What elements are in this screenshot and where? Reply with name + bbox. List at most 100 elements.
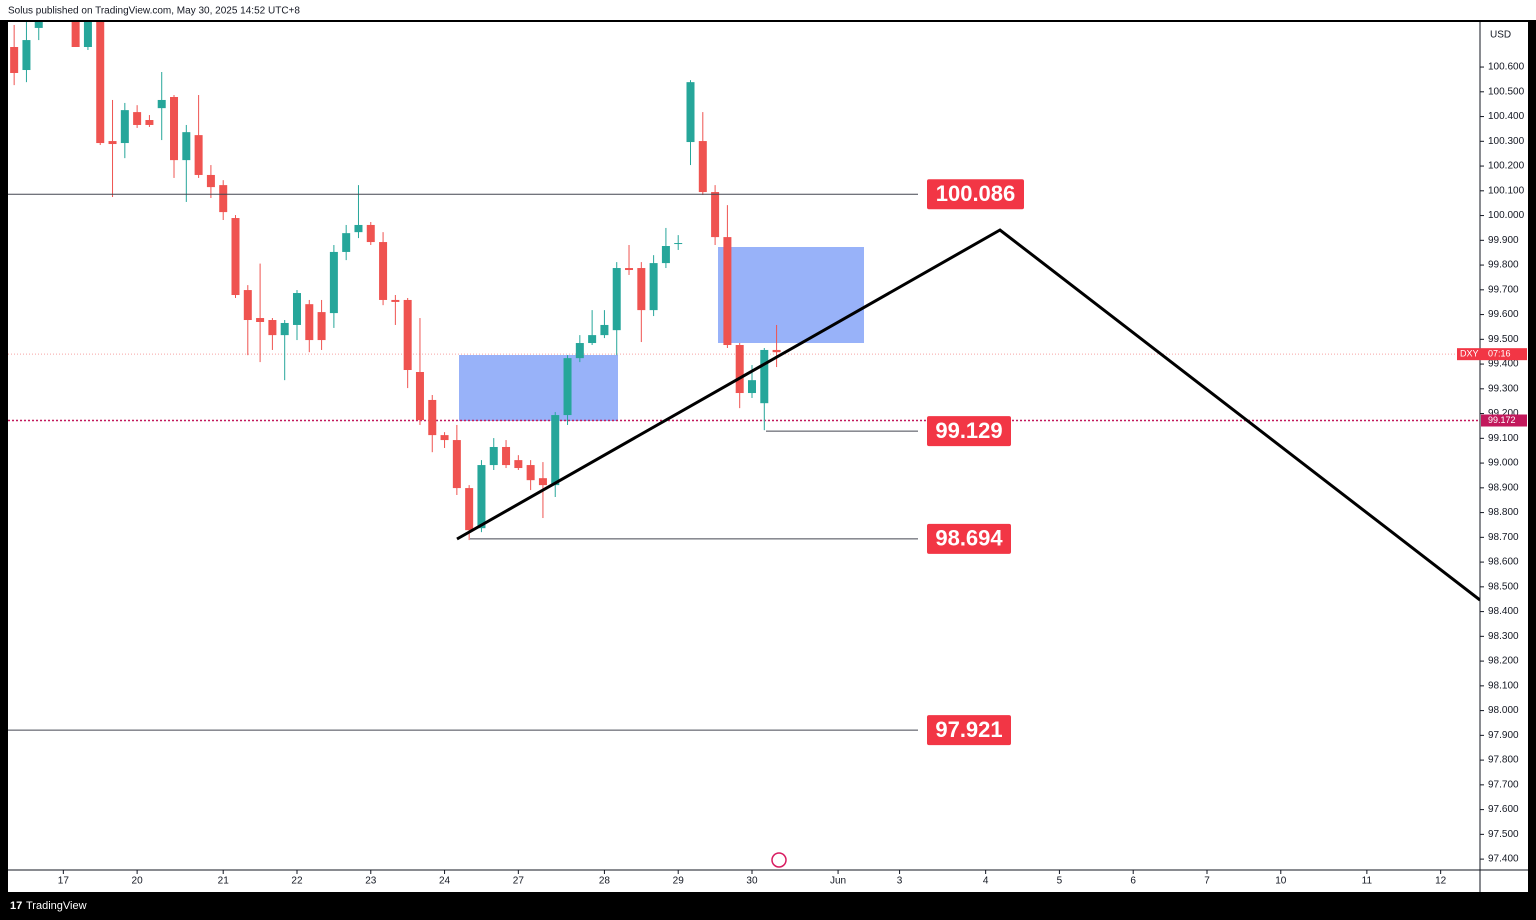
x-tick-label: 30 — [746, 876, 758, 887]
candle-body — [108, 141, 117, 145]
candle-body — [551, 415, 560, 486]
y-tick-label: 98.600 — [1488, 557, 1519, 568]
candle-body — [379, 242, 388, 300]
y-tick-label: 100.300 — [1488, 136, 1525, 147]
header-bar — [0, 0, 1536, 20]
candle-body — [415, 371, 424, 421]
candle-body — [625, 268, 634, 271]
level-label: 98.694 — [935, 526, 1003, 551]
y-tick-label: 100.200 — [1488, 161, 1525, 172]
candle-body — [366, 224, 375, 243]
candle-body — [403, 299, 412, 371]
candle-body — [674, 243, 683, 245]
y-tick-label: 100.600 — [1488, 62, 1525, 73]
candle-body — [428, 399, 437, 436]
candle-body — [698, 141, 707, 193]
candle-body — [268, 320, 277, 336]
countdown-badge: 07:16 — [1488, 349, 1511, 359]
candle-body — [145, 120, 154, 125]
header-text: Solus published on TradingView.com, May … — [8, 6, 300, 17]
y-tick-label: 97.500 — [1488, 829, 1519, 840]
candle-body — [317, 312, 326, 341]
candle-body — [723, 237, 732, 346]
y-tick-label: 99.100 — [1488, 433, 1519, 444]
candle-body — [133, 112, 142, 125]
y-tick-label: 98.400 — [1488, 606, 1519, 617]
drawings — [456, 228, 1480, 602]
candle-body — [575, 343, 584, 359]
candle-body — [637, 268, 646, 311]
candle-body — [280, 322, 289, 336]
level-label-bg — [927, 416, 1011, 447]
level-label-bg — [927, 715, 1011, 746]
supply-zone — [718, 247, 864, 343]
candle-body — [83, 22, 92, 47]
y-tick-label: 97.800 — [1488, 755, 1519, 766]
level-label: 97.921 — [935, 717, 1002, 742]
x-tick-label: 28 — [599, 876, 611, 887]
candle-body — [71, 22, 80, 47]
candle-body — [711, 192, 720, 238]
candle-body — [194, 135, 203, 175]
x-tick-label: Jun — [830, 876, 846, 887]
x-tick-label: 24 — [439, 876, 451, 887]
y-tick-label: 98.500 — [1488, 581, 1519, 592]
y-tick-label: 99.500 — [1488, 334, 1519, 345]
demand-zone — [459, 355, 618, 421]
candle-body — [219, 185, 228, 213]
candle-body — [661, 246, 670, 264]
candle-body — [157, 99, 166, 109]
candle-body — [686, 82, 695, 143]
y-tick-label: 99.800 — [1488, 260, 1519, 271]
candle-body — [735, 345, 744, 394]
y-tick-label: 99.000 — [1488, 458, 1519, 469]
y-tick-label: 100.000 — [1488, 210, 1525, 221]
y-tick-label: 100.100 — [1488, 185, 1525, 196]
candle-body — [452, 440, 461, 489]
y-tick-label: 99.200 — [1488, 408, 1519, 419]
x-tick-label: 3 — [897, 876, 903, 887]
level-label: 99.129 — [935, 418, 1002, 443]
candle-body — [120, 110, 129, 144]
x-tick-label: 5 — [1057, 876, 1063, 887]
y-tick-label: 100.500 — [1488, 86, 1525, 97]
candle-body — [526, 465, 535, 481]
candle-body — [649, 263, 658, 311]
candle-body — [489, 446, 498, 466]
level-label-bg — [927, 523, 1011, 554]
candle-body — [465, 488, 474, 531]
x-tick-label: 4 — [983, 876, 989, 887]
candle-body — [354, 224, 363, 233]
candle-body — [305, 304, 314, 341]
candle-body — [538, 478, 547, 486]
candle-body — [96, 22, 105, 144]
candle-body — [612, 268, 621, 331]
candle-body — [206, 174, 215, 188]
plot — [8, 22, 1480, 541]
candle-body — [772, 349, 781, 353]
x-tick-label: 20 — [132, 876, 144, 887]
y-tick-label: 100.400 — [1488, 111, 1525, 122]
level-label: 100.086 — [936, 181, 1016, 206]
y-tick-label: 97.900 — [1488, 730, 1519, 741]
symbol-badge-bg — [1457, 348, 1527, 361]
x-tick-label: 7 — [1204, 876, 1210, 887]
x-tick-label: 11 — [1362, 876, 1373, 887]
y-tick-label: 98.800 — [1488, 507, 1519, 518]
y-tick-label: 97.400 — [1488, 854, 1519, 865]
candle-body — [243, 290, 252, 321]
x-tick-label: 6 — [1130, 876, 1136, 887]
candle-body — [477, 465, 486, 529]
x-tick-label: 10 — [1275, 876, 1287, 887]
candle-body — [600, 324, 609, 336]
x-tick-label: 21 — [218, 876, 230, 887]
candle-body — [10, 46, 19, 73]
candle-body — [502, 446, 511, 466]
candle-body — [563, 358, 572, 416]
currency: USD — [1490, 30, 1511, 41]
candle-body — [329, 251, 338, 314]
x-tick-label: 29 — [673, 876, 685, 887]
x-tick-label: 12 — [1435, 876, 1447, 887]
event-icon — [771, 852, 787, 868]
